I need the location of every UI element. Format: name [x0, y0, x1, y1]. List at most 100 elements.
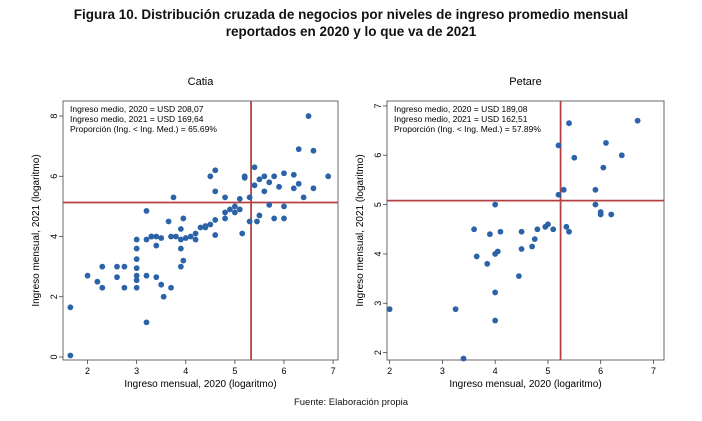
data-point: [232, 204, 238, 210]
data-point: [257, 213, 263, 219]
data-point: [94, 279, 100, 285]
x-tick-label: 6: [281, 366, 286, 376]
data-point: [161, 294, 167, 300]
data-point: [519, 246, 525, 252]
data-point: [261, 188, 267, 194]
data-point: [178, 226, 184, 232]
data-point: [134, 265, 140, 271]
data-point: [532, 236, 538, 242]
data-point: [212, 167, 218, 173]
data-point: [257, 176, 263, 182]
data-point: [534, 226, 540, 232]
data-point: [252, 182, 258, 188]
x-tick-label: 3: [134, 366, 139, 376]
y-tick-label: 5: [373, 202, 383, 207]
data-point: [487, 231, 493, 237]
data-point: [291, 172, 297, 178]
data-point: [556, 192, 562, 198]
data-point: [168, 285, 174, 291]
data-point: [121, 264, 127, 270]
data-point: [212, 232, 218, 238]
annotation-line: Ingreso medio, 2021 = USD 162,51: [394, 114, 528, 124]
panel-title: Petare: [509, 76, 541, 88]
data-point: [254, 219, 260, 225]
data-point: [561, 187, 567, 193]
data-point: [291, 185, 297, 191]
data-point: [193, 237, 199, 243]
x-tick-label: 3: [440, 366, 445, 376]
data-point: [207, 222, 213, 228]
data-point: [144, 208, 150, 214]
x-tick-label: 5: [545, 366, 550, 376]
data-point: [144, 237, 150, 243]
annotation-line: Proporción (Ing. < Ing. Med.) = 65.69%: [70, 124, 217, 134]
data-point: [529, 244, 535, 250]
data-point: [166, 219, 172, 225]
annotation-line: Ingreso medio, 2020 = USD 208,07: [70, 104, 204, 114]
data-point: [563, 224, 569, 230]
data-point: [495, 249, 501, 255]
x-tick-label: 7: [331, 366, 336, 376]
data-point: [498, 229, 504, 235]
data-point: [114, 274, 120, 280]
data-point: [222, 194, 228, 200]
data-point: [311, 148, 317, 154]
data-point: [153, 274, 159, 280]
data-point: [603, 140, 609, 146]
data-point: [593, 202, 599, 208]
data-point: [619, 152, 625, 158]
annotation-line: Ingreso medio, 2020 = USD 189,08: [394, 104, 528, 114]
data-point: [471, 226, 477, 232]
data-point: [85, 273, 91, 279]
data-point: [519, 229, 525, 235]
annotation-line: Proporción (Ing. < Ing. Med.) = 57.89%: [394, 124, 541, 134]
data-point: [232, 210, 238, 216]
data-point: [492, 202, 498, 208]
x-tick-label: 2: [85, 366, 90, 376]
data-point: [121, 285, 127, 291]
data-point: [266, 179, 272, 185]
data-point: [296, 181, 302, 187]
data-point: [635, 118, 641, 124]
y-tick-label: 0: [49, 354, 59, 359]
data-point: [571, 155, 577, 161]
plot-frame: [63, 101, 338, 360]
data-point: [492, 318, 498, 324]
data-point: [271, 173, 277, 179]
data-point: [180, 258, 186, 264]
data-point: [252, 164, 258, 170]
data-point: [237, 196, 243, 202]
x-tick-label: 4: [493, 366, 498, 376]
data-point: [608, 212, 614, 218]
data-point: [600, 165, 606, 171]
panel-title: Catia: [188, 76, 215, 88]
y-tick-label: 2: [373, 350, 383, 355]
data-point: [99, 264, 105, 270]
data-point: [261, 173, 267, 179]
data-point: [67, 304, 73, 310]
data-point: [158, 235, 164, 241]
data-point: [178, 246, 184, 252]
data-point: [173, 234, 179, 240]
data-point: [556, 143, 562, 149]
data-point: [227, 207, 233, 213]
data-point: [144, 319, 150, 325]
data-point: [134, 246, 140, 252]
data-point: [550, 226, 556, 232]
data-point: [207, 173, 213, 179]
data-point: [178, 237, 184, 243]
y-tick-label: 2: [49, 294, 59, 299]
data-point: [516, 273, 522, 279]
data-point: [153, 243, 159, 249]
y-tick-label: 6: [49, 174, 59, 179]
data-point: [453, 306, 459, 312]
data-point: [99, 285, 105, 291]
x-axis-label: Ingreso mensual, 2020 (logaritmo): [449, 379, 601, 390]
data-point: [306, 113, 312, 119]
data-point: [247, 194, 253, 200]
data-point: [593, 187, 599, 193]
y-axis-label: Ingreso mensual, 2021 (logaritmo): [355, 154, 366, 306]
data-point: [203, 223, 209, 229]
data-point: [134, 277, 140, 283]
y-tick-label: 7: [373, 103, 383, 108]
